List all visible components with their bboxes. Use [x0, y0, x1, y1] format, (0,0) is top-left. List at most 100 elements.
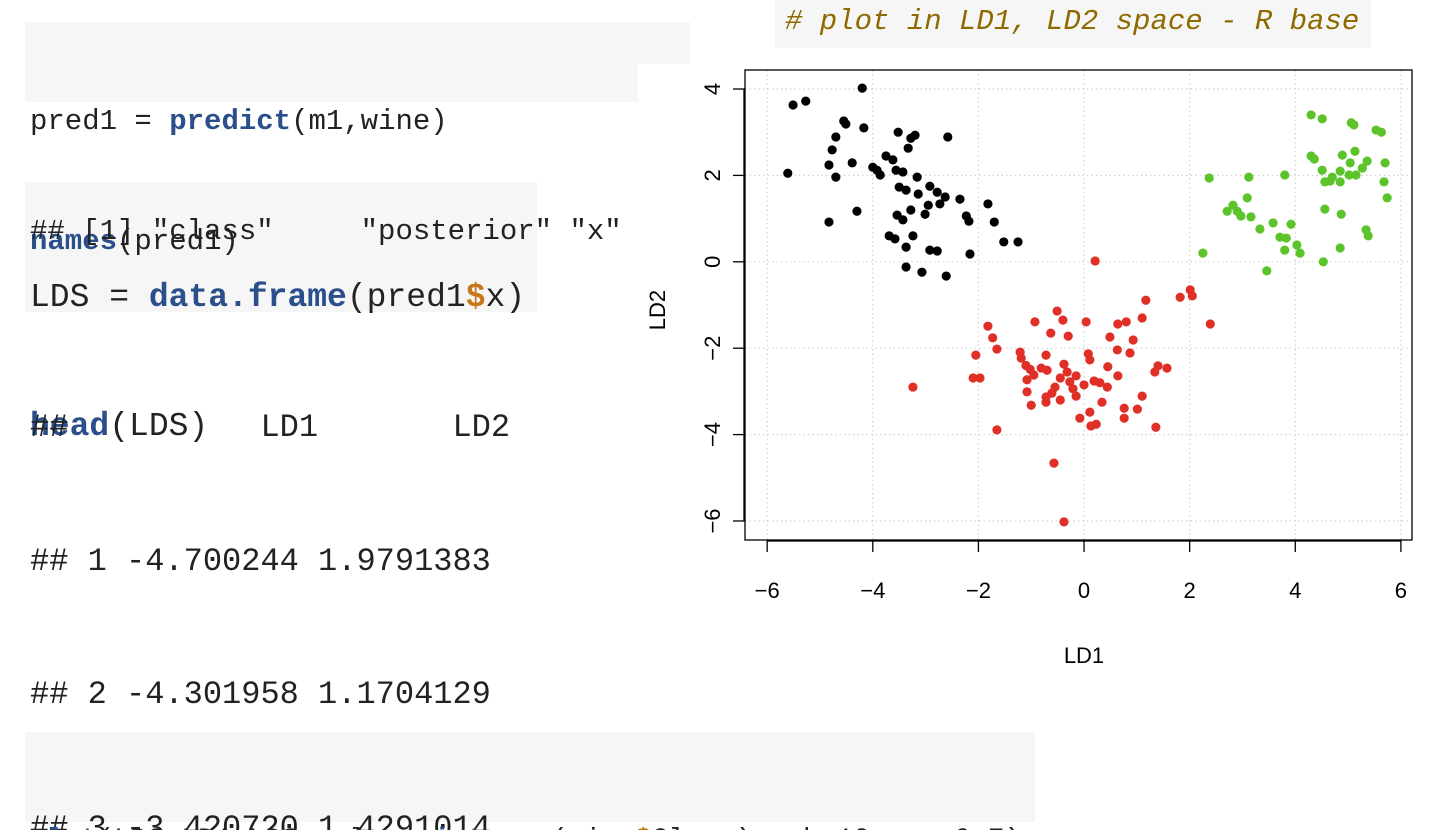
point	[890, 234, 900, 244]
x-tick-label: 0	[1078, 578, 1090, 603]
point	[893, 127, 903, 137]
point	[1205, 319, 1215, 329]
code-background	[25, 62, 638, 102]
point	[1175, 292, 1185, 302]
point	[1128, 335, 1138, 345]
point	[898, 167, 908, 177]
point	[1351, 170, 1361, 180]
code-comment: # plot in LD1, LD2 space - R base	[775, 0, 1371, 48]
point	[901, 262, 911, 272]
y-tick-label: −6	[700, 508, 725, 533]
point	[1075, 413, 1085, 423]
code-background	[25, 732, 1035, 822]
point	[1042, 365, 1052, 375]
point	[1049, 458, 1059, 468]
point	[1204, 173, 1214, 183]
point	[1022, 375, 1032, 385]
point	[1317, 114, 1327, 124]
x-tick-label: −4	[860, 578, 885, 603]
point	[955, 194, 965, 204]
y-tick-label: 0	[700, 256, 725, 268]
point	[1086, 421, 1096, 431]
point	[992, 425, 1002, 435]
point	[824, 160, 834, 170]
point	[1125, 348, 1135, 358]
y-tick-label: 4	[700, 83, 725, 95]
point	[1349, 120, 1359, 130]
point	[1102, 382, 1112, 392]
point	[894, 182, 904, 192]
point	[983, 199, 993, 209]
point	[1119, 403, 1129, 413]
point	[920, 209, 930, 219]
point	[1137, 313, 1147, 323]
code-line: plot(LD2~LD1,LDS,col=as.integer(wine$Cla…	[30, 821, 1021, 830]
point	[1119, 413, 1129, 423]
point	[1187, 291, 1197, 301]
point	[1052, 306, 1062, 316]
point	[1150, 367, 1160, 377]
point	[831, 172, 841, 182]
code-line: LDS = data.frame(pred1$x)	[30, 279, 526, 316]
point	[881, 151, 891, 161]
point	[859, 123, 869, 133]
point	[1317, 165, 1327, 175]
point	[1151, 422, 1161, 432]
point	[1280, 245, 1290, 255]
x-axis-label: LD1	[1064, 643, 1104, 668]
point	[1022, 387, 1032, 397]
point	[1222, 206, 1232, 216]
output-block: ## LD1 LD2 ## 1 -4.700244 1.9791383 ## 2…	[30, 317, 510, 830]
point	[1262, 266, 1272, 276]
point	[1071, 391, 1081, 401]
point	[940, 192, 950, 202]
point	[1198, 248, 1208, 258]
point	[783, 168, 793, 178]
point	[1362, 156, 1372, 166]
point	[1055, 395, 1065, 405]
point	[910, 130, 920, 140]
y-tick-label: −2	[700, 336, 725, 361]
point	[872, 165, 882, 175]
point	[1079, 380, 1089, 390]
output-line: ## 1 -4.700244 1.9791383	[30, 542, 491, 580]
point	[1363, 231, 1373, 241]
point	[1059, 517, 1069, 527]
output-line: ## [1] "class" "posterior" "x"	[30, 215, 622, 248]
point	[1244, 172, 1254, 182]
point	[1121, 317, 1131, 327]
point	[1112, 345, 1122, 355]
point	[1336, 209, 1346, 219]
point	[906, 205, 916, 215]
plot-frame	[744, 69, 1413, 541]
point	[1255, 224, 1265, 234]
point	[1013, 237, 1023, 247]
point	[1132, 404, 1142, 414]
point	[1030, 317, 1040, 327]
point	[912, 172, 922, 182]
code-block: plot(LD2~LD1,LDS,col=as.integer(wine$Cla…	[30, 741, 1021, 830]
output-line: ## 2 -4.301958 1.1704129	[30, 676, 491, 713]
point	[1292, 240, 1302, 250]
y-axis-label: LD2	[645, 290, 670, 330]
point	[1295, 248, 1305, 258]
point	[1281, 233, 1291, 243]
point	[852, 206, 862, 216]
point	[824, 217, 834, 227]
point	[1335, 243, 1345, 253]
point	[1071, 371, 1081, 381]
point	[983, 321, 993, 331]
point	[1162, 363, 1172, 373]
point	[999, 237, 1009, 247]
point	[1141, 295, 1151, 305]
point	[1376, 127, 1386, 137]
point	[1320, 204, 1330, 214]
point	[1058, 315, 1068, 325]
point	[1382, 193, 1392, 203]
point	[1059, 359, 1069, 369]
point	[992, 344, 1002, 354]
code-block: LDS = data.frame(pred1$x) head(LDS)	[30, 190, 525, 534]
output-block: ## [1] "class" "posterior" "x"	[30, 132, 622, 332]
point	[1016, 353, 1026, 363]
point	[857, 83, 867, 93]
